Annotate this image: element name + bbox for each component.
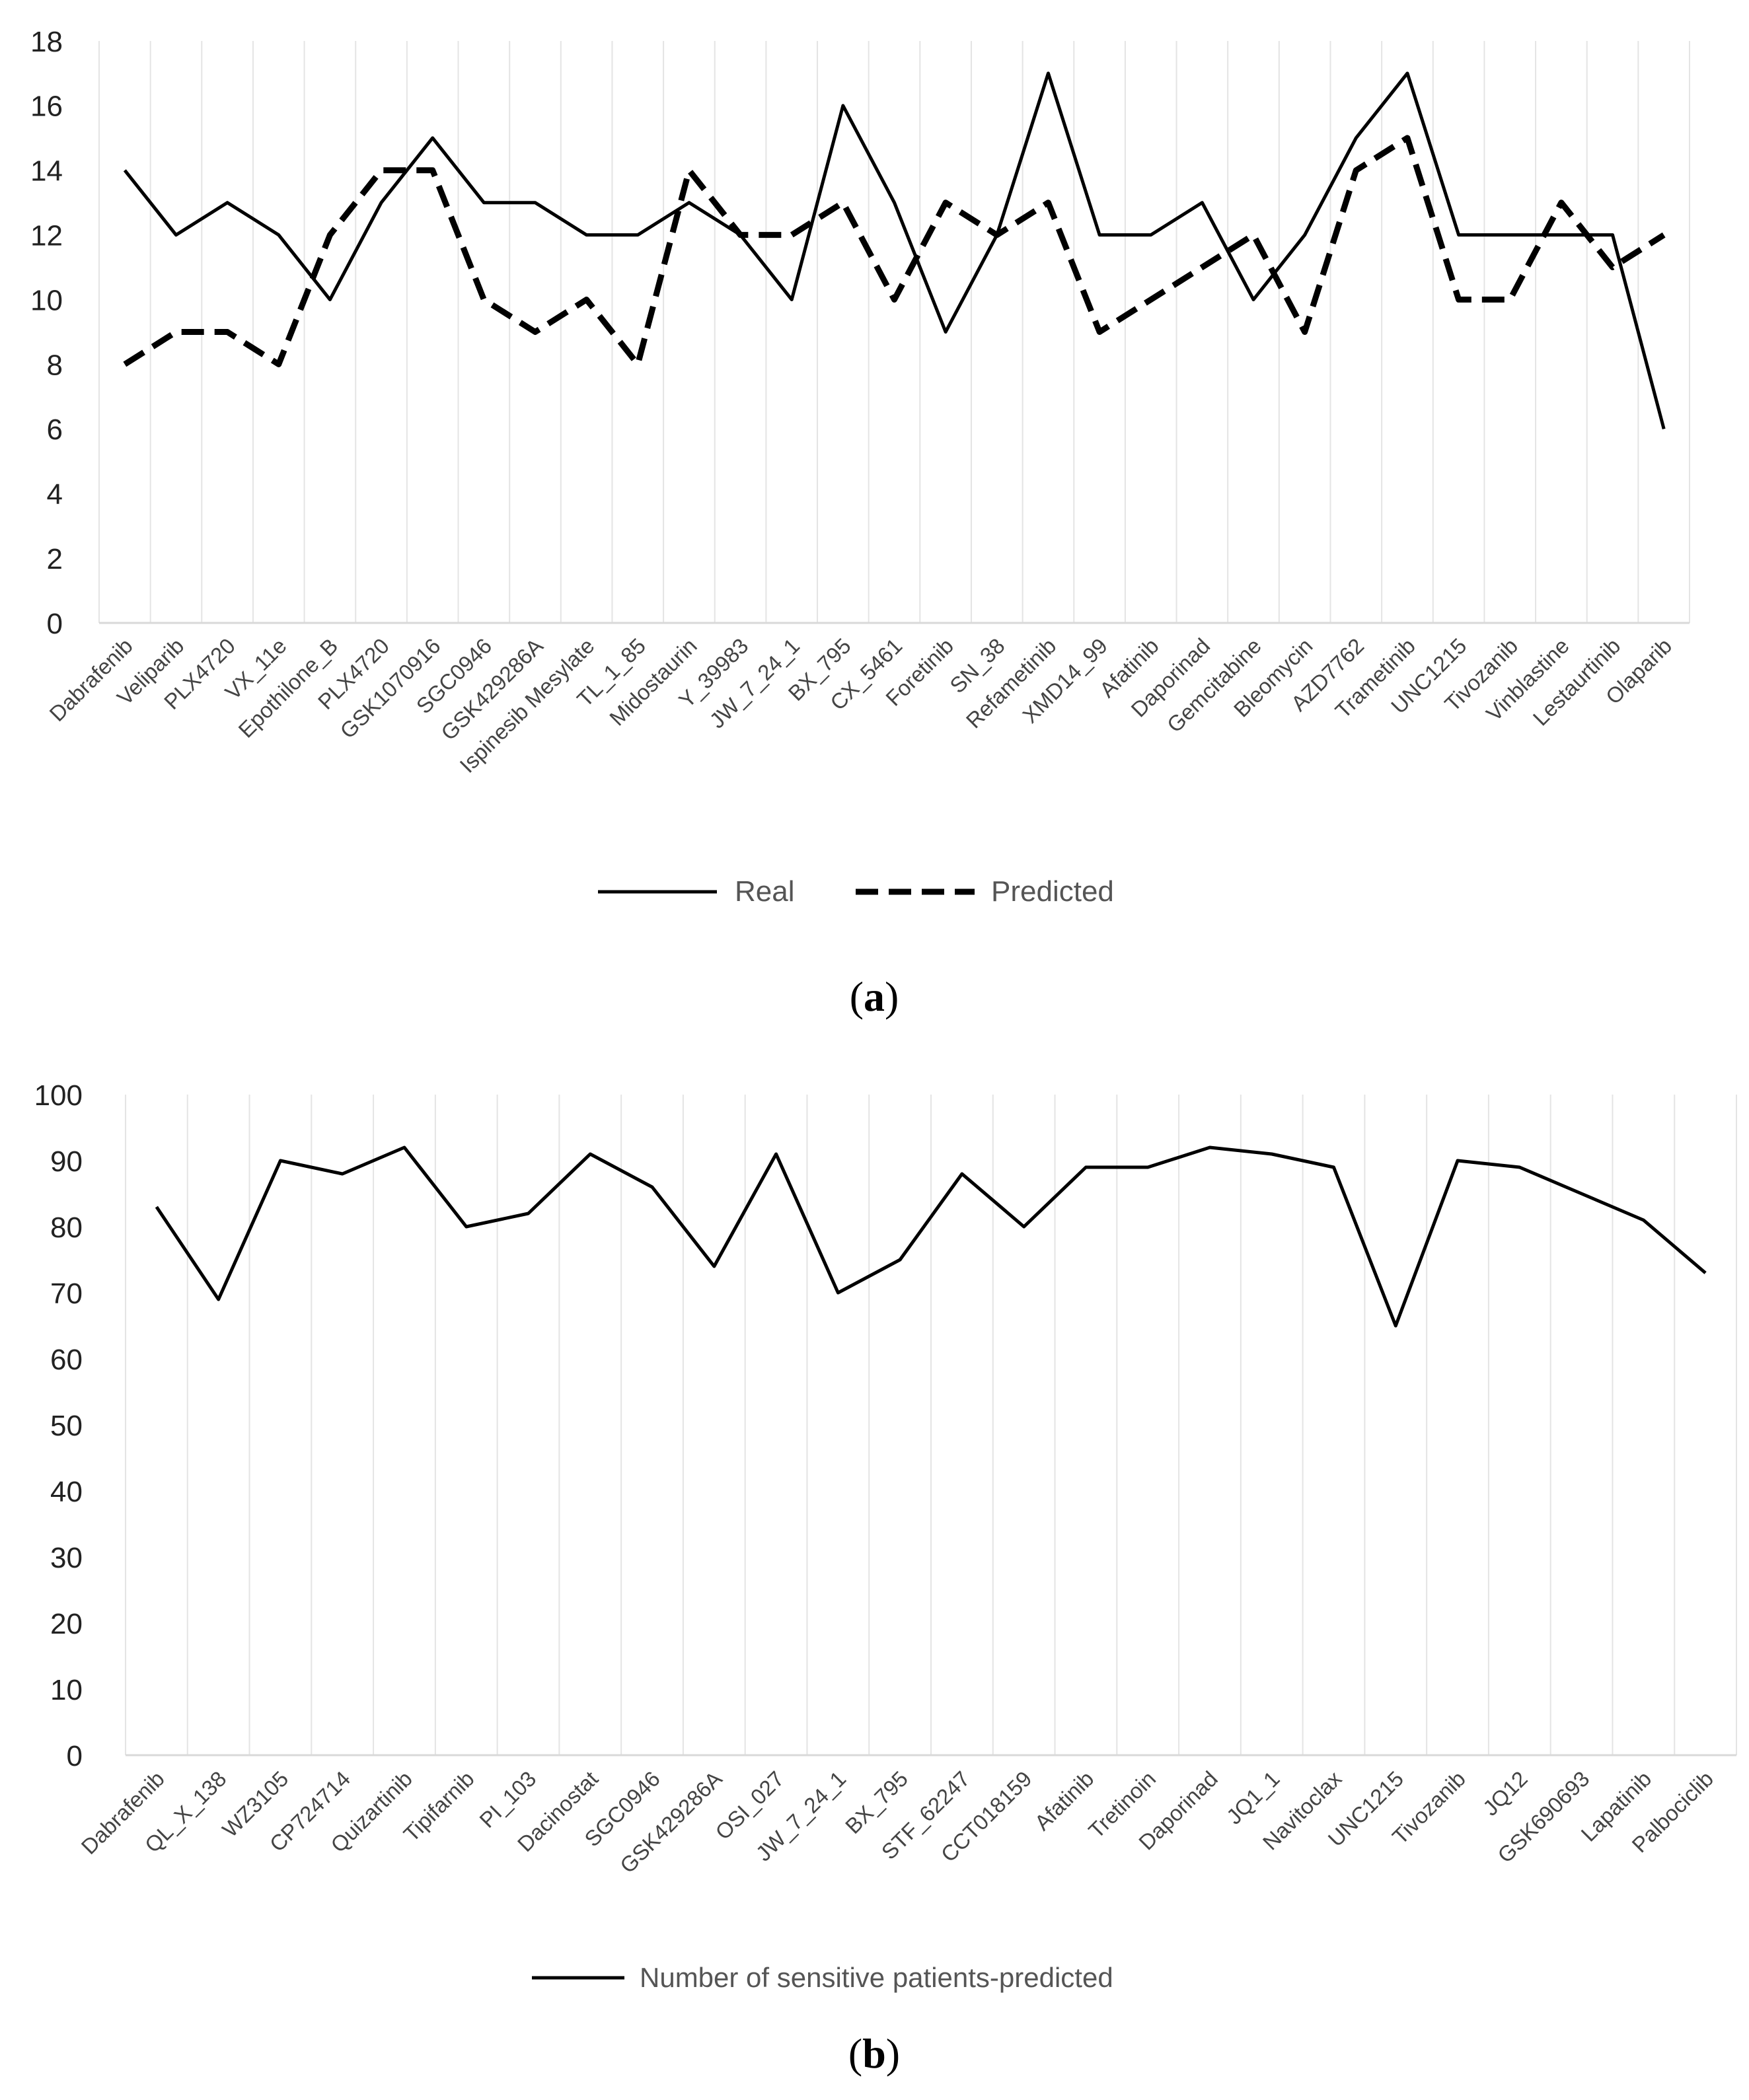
y-tick-label: 80 — [50, 1212, 83, 1244]
series-line-predicted — [123, 135, 1666, 367]
y-tick-label: 6 — [47, 414, 63, 446]
y-tick-label: 70 — [50, 1278, 83, 1310]
chart-b-grid — [125, 1095, 1737, 1756]
y-tick-label: 30 — [50, 1542, 83, 1574]
y-tick-label: 0 — [67, 1740, 83, 1772]
y-tick-label: 18 — [30, 26, 63, 58]
chart-a-x-tick-labels: DabrafenibVeliparibPLX4720VX_11eEpothilo… — [44, 634, 1676, 778]
y-tick-label: 20 — [50, 1608, 83, 1640]
y-tick-label: 50 — [50, 1410, 83, 1442]
legend-sensitive-label: Number of sensitive patients-predicted — [640, 1962, 1113, 1993]
legend-real-label: Real — [735, 875, 795, 908]
y-tick-label: 100 — [34, 1079, 83, 1112]
chart-b-series — [155, 1145, 1707, 1328]
y-tick-label: 4 — [47, 478, 63, 511]
y-tick-label: 0 — [47, 608, 63, 640]
series-line-real — [123, 71, 1666, 429]
y-tick-label: 16 — [30, 91, 63, 123]
caption-b-letter: b — [862, 2030, 886, 2077]
chart-a-series — [123, 71, 1666, 429]
chart-b-legend: Number of sensitive patients-predicted — [532, 1962, 1113, 1993]
chart-b: 0 10 20 30 40 50 60 70 80 90 100 DabrafenibQL_X_13… — [34, 1079, 1737, 2077]
y-tick-label: 90 — [50, 1145, 83, 1178]
series-line-number-of-sensitive-patients-predicted — [155, 1145, 1707, 1328]
x-tick-label-jq12: JQ12 — [1478, 1766, 1532, 1821]
caption-a-letter: a — [864, 973, 885, 1020]
chart-a-grid — [98, 41, 1690, 624]
caption-a: (a) — [850, 973, 899, 1020]
chart-a-legend: Real Predicted — [598, 875, 1114, 908]
y-tick-label: 14 — [30, 155, 63, 188]
x-tick-label-dabrafenib: Dabrafenib — [44, 634, 137, 726]
y-tick-label: 60 — [50, 1344, 83, 1376]
y-tick-label: 10 — [50, 1674, 83, 1706]
y-tick-label: 2 — [47, 543, 63, 575]
legend-predicted-label: Predicted — [991, 875, 1114, 908]
y-tick-label: 8 — [47, 349, 63, 381]
caption-b: (b) — [848, 2030, 900, 2077]
chart-a: 0 2 4 6 8 10 12 14 16 18 DabrafenibVeliparibPLX47… — [30, 26, 1690, 1020]
chart-b-y-tick-labels: 0 10 20 30 40 50 60 70 80 90 100 — [34, 1079, 83, 1772]
chart-b-x-tick-labels: DabrafenibQL_X_138WZ3105CP724714Quizarti… — [77, 1766, 1719, 1877]
chart-a-y-tick-labels: 0 2 4 6 8 10 12 14 16 18 — [30, 26, 63, 640]
y-tick-label: 12 — [30, 220, 63, 252]
y-tick-label: 10 — [30, 284, 63, 316]
y-tick-label: 40 — [50, 1476, 83, 1508]
